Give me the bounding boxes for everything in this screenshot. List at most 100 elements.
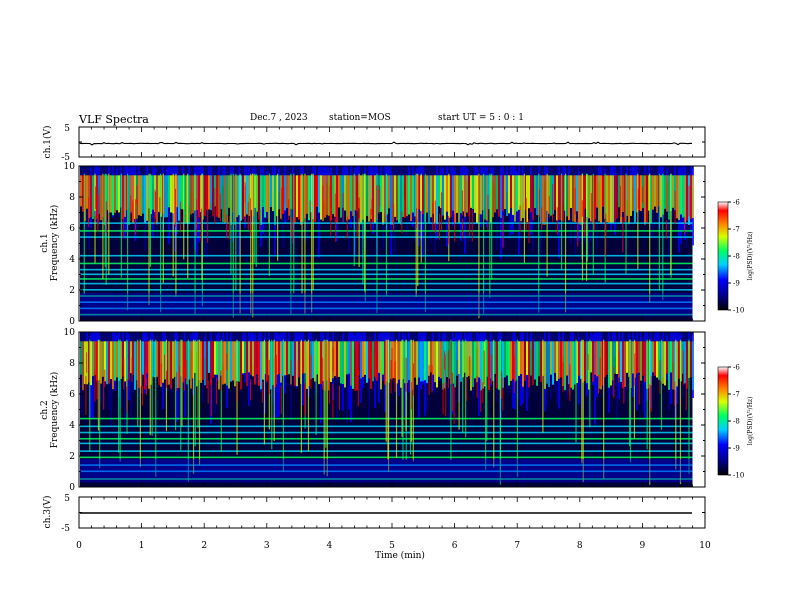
spectrogram-hot-streak bbox=[88, 197, 90, 227]
spectrogram-emission-column bbox=[616, 175, 618, 219]
spectrogram-sferic-spike bbox=[311, 173, 313, 313]
spectrogram-sferic-spike bbox=[277, 173, 279, 261]
spectrogram-emission-column bbox=[242, 175, 244, 220]
spectrogram-emission-column bbox=[522, 175, 524, 219]
spectrogram-hot-streak bbox=[688, 185, 690, 217]
ch2-spectrogram-panel: 0 2 4 6 8 10 ch.2 Frequency (kHz) bbox=[40, 328, 706, 493]
spectrogram-hot-streak bbox=[95, 186, 97, 209]
spectrogram-hot-streak bbox=[404, 198, 406, 219]
spectrogram-emission-column bbox=[124, 341, 126, 382]
spectrogram-hot-streak bbox=[574, 187, 576, 215]
spectrogram-hot-streak bbox=[176, 372, 178, 391]
spectrogram-emission-column bbox=[254, 341, 256, 385]
spectrogram-hot-streak bbox=[618, 351, 620, 384]
spectrogram-hot-streak bbox=[500, 371, 502, 399]
spectrogram-emission-column bbox=[632, 341, 634, 374]
spectrogram-emission-column bbox=[334, 341, 336, 377]
spectrogram-sferic-spike bbox=[649, 339, 651, 485]
spectrogram-emission-column bbox=[246, 175, 248, 215]
spectrogram-sferic-spike bbox=[662, 173, 664, 301]
spectrogram-sferic-spike bbox=[516, 339, 519, 477]
spectrogram-emission-column bbox=[580, 175, 582, 225]
spectrogram-sferic-spike bbox=[119, 339, 121, 462]
spectrogram-noise-column bbox=[644, 166, 646, 175]
spectrogram-emission-column bbox=[678, 175, 680, 221]
spectrogram-hot-streak bbox=[291, 217, 293, 237]
spectrogram-emission-column bbox=[380, 175, 382, 213]
spectrogram-hot-streak bbox=[126, 379, 128, 413]
spectrogram-sferic-spike bbox=[183, 173, 185, 260]
spectrogram-sferic-spike bbox=[415, 173, 417, 297]
spectrogram-emission-column bbox=[174, 175, 176, 225]
spectrogram-emission-column bbox=[344, 175, 346, 211]
spectrogram-emission-column bbox=[138, 341, 140, 389]
spectrogram-emission-column bbox=[382, 341, 384, 375]
spectrogram-emission-column bbox=[102, 341, 104, 377]
spectrogram-emission-column bbox=[212, 175, 214, 217]
spectrogram-hot-streak bbox=[250, 379, 252, 401]
spectrogram-emission-column bbox=[384, 175, 386, 223]
spectrogram-emission-column bbox=[314, 341, 316, 382]
spectrogram-emission-column bbox=[278, 341, 280, 375]
spectrogram-hot-streak bbox=[159, 197, 161, 213]
spectrogram-emission-column bbox=[140, 341, 142, 387]
colorbar-tick-label: -8 bbox=[733, 418, 740, 426]
spectrogram-emission-column bbox=[544, 341, 546, 389]
colorbar-tick-label: -7 bbox=[733, 391, 740, 399]
spectrogram-emission-column bbox=[320, 175, 322, 220]
spectrogram-emission-column bbox=[466, 175, 468, 213]
spectrogram-emission-column bbox=[548, 175, 550, 214]
spectrogram-sferic-spike bbox=[282, 339, 285, 472]
spectrogram-emission-column bbox=[84, 341, 86, 385]
spectrogram-emission-column bbox=[266, 175, 268, 212]
spectrogram-noise-column bbox=[494, 332, 496, 348]
spectrogram-noise-column bbox=[330, 332, 332, 347]
spectrogram-emission-column bbox=[106, 341, 108, 385]
spectrogram-emission-column bbox=[604, 341, 606, 378]
spectrogram-sferic-spike bbox=[118, 339, 120, 453]
spectrogram-emission-column bbox=[330, 175, 332, 221]
spectrogram-hot-streak bbox=[332, 384, 334, 418]
spectrogram-hot-streak bbox=[482, 382, 484, 403]
spectrogram-hot-streak bbox=[141, 373, 143, 394]
spectrogram-emission-column bbox=[514, 175, 516, 222]
spectrogram-hot-streak bbox=[638, 374, 640, 405]
ch1-spectrogram-image bbox=[80, 166, 694, 321]
ch1-colorbar-label: log(PSD)(V²/Hz) bbox=[747, 232, 754, 281]
spectrogram-emission-column bbox=[272, 175, 274, 212]
spectrogram-emission-column bbox=[564, 341, 566, 391]
spectrogram-emission-column bbox=[134, 175, 136, 219]
spectrogram-hot-streak bbox=[334, 193, 336, 222]
spectrogram-emission-column bbox=[472, 341, 474, 387]
frequency-tick-label: 8 bbox=[69, 193, 75, 203]
time-tick-label: 4 bbox=[327, 541, 333, 551]
spectrogram-hot-streak bbox=[674, 381, 676, 406]
spectrogram-emission-column bbox=[398, 175, 400, 223]
spectrogram-emission-column bbox=[504, 341, 506, 378]
spectrogram-hot-streak bbox=[261, 381, 263, 403]
spectrogram-emission-column bbox=[312, 341, 314, 379]
spectrogram-emission-column bbox=[332, 175, 334, 215]
spectrogram-emission-column bbox=[144, 341, 146, 390]
spectrogram-noise-column bbox=[354, 332, 356, 351]
spectrogram-emission-column bbox=[178, 175, 180, 221]
spectrogram-emission-column bbox=[536, 341, 538, 386]
spectrogram-hot-streak bbox=[605, 213, 607, 236]
spectrogram-emission-column bbox=[436, 341, 438, 388]
spectrogram-emission-column bbox=[530, 175, 532, 213]
spectrogram-hot-streak bbox=[216, 377, 218, 405]
spectrogram-sferic-spike bbox=[658, 173, 661, 291]
spectrogram-emission-column bbox=[410, 175, 412, 222]
spectrogram-emission-column bbox=[246, 341, 248, 387]
spectrogram-emission-column bbox=[324, 175, 326, 218]
spectrogram-emission-column bbox=[660, 175, 662, 218]
spectrogram-emission-column bbox=[128, 341, 130, 381]
spectrogram-sferic-spike bbox=[197, 339, 199, 428]
spectrogram-hot-streak bbox=[469, 205, 471, 236]
spectrogram-noise-column bbox=[504, 332, 506, 341]
spectrogram-emission-column bbox=[426, 341, 428, 384]
spectrogram-sferic-spike bbox=[633, 339, 636, 439]
spectrogram-noise-column bbox=[148, 166, 150, 181]
spectrogram-sferic-spike bbox=[201, 173, 203, 280]
spectrogram-sferic-spike bbox=[293, 173, 295, 294]
